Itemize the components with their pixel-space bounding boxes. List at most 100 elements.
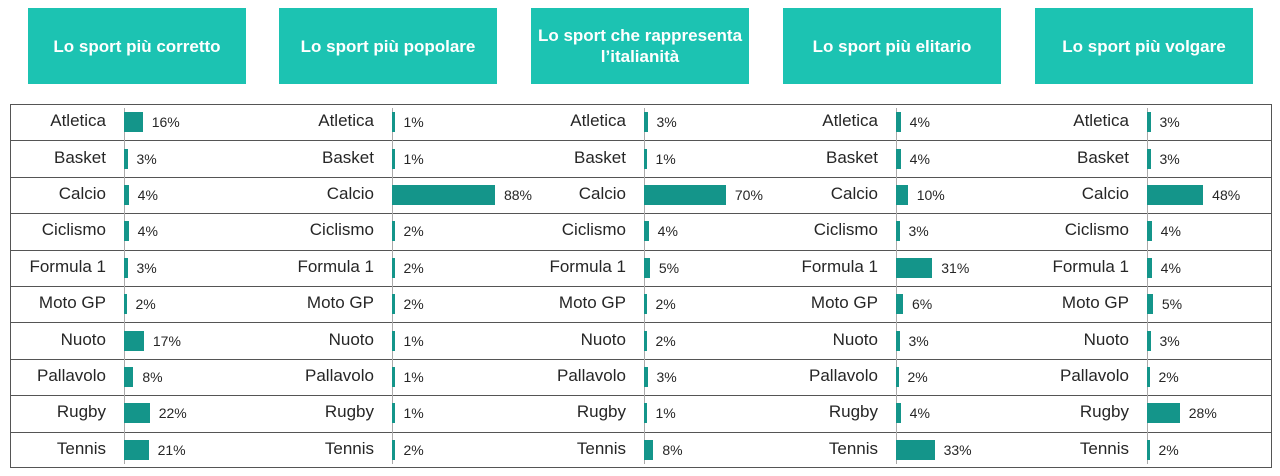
bar <box>124 148 128 169</box>
header-2: Lo sport più popolare <box>279 8 497 84</box>
category-label: Atletica <box>1073 111 1129 131</box>
bar <box>896 439 935 460</box>
bar <box>1147 185 1204 205</box>
bar <box>124 367 134 387</box>
category-label: Moto GP <box>558 293 626 313</box>
bar <box>896 330 900 351</box>
category-label: Basket <box>54 147 106 167</box>
bar <box>1147 439 1150 460</box>
axis-line-1 <box>124 108 125 464</box>
category-label: Nuoto <box>832 329 878 349</box>
category-label: Pallavolo <box>1060 366 1129 385</box>
bar <box>124 330 144 351</box>
data-label: 3% <box>136 259 157 276</box>
data-label: 2% <box>135 296 156 313</box>
bar <box>644 185 726 205</box>
data-label: 4% <box>909 114 930 131</box>
data-label: 21% <box>157 441 186 458</box>
header-4: Lo sport più elitario <box>783 8 1001 84</box>
data-label: 31% <box>941 259 970 276</box>
data-label: 4% <box>657 223 678 240</box>
category-label: Rugby <box>324 402 374 422</box>
bar <box>392 294 395 315</box>
category-label: Tennis <box>576 438 626 458</box>
axis-line-2 <box>392 108 393 464</box>
data-label: 2% <box>403 296 424 313</box>
category-label: Basket <box>322 147 374 167</box>
header-5: Lo sport più volgare <box>1035 8 1253 84</box>
row-separator <box>10 395 1272 397</box>
bar <box>392 148 395 169</box>
bar <box>392 112 395 133</box>
category-label: Formula 1 <box>29 256 106 276</box>
data-label: 1% <box>403 369 424 385</box>
data-label: 2% <box>403 441 424 458</box>
data-label: 2% <box>655 296 676 313</box>
category-label: Nuoto <box>580 329 626 349</box>
bar <box>392 221 395 242</box>
data-label: 4% <box>909 150 930 167</box>
data-label: 3% <box>1159 332 1180 349</box>
header-3: Lo sport che rappresenta l’italianità <box>531 8 749 84</box>
category-label: Ciclismo <box>813 220 878 240</box>
data-label: 3% <box>1159 150 1180 167</box>
bar <box>1147 403 1180 424</box>
bar <box>896 148 901 169</box>
data-label: 4% <box>1160 223 1181 240</box>
category-label: Pallavolo <box>305 366 374 385</box>
axis-line-3 <box>644 108 645 464</box>
category-label: Nuoto <box>1083 329 1129 349</box>
category-label: Pallavolo <box>557 366 626 385</box>
data-label: 2% <box>403 259 424 276</box>
bar <box>124 221 129 242</box>
bar <box>1147 367 1150 387</box>
bar <box>392 367 395 387</box>
row-separator <box>10 431 1272 433</box>
bar <box>124 439 149 460</box>
category-label: Formula 1 <box>297 256 374 276</box>
bar <box>124 185 129 205</box>
category-label: Formula 1 <box>801 256 878 276</box>
row-separator <box>10 286 1272 287</box>
bar <box>896 221 900 242</box>
bar <box>644 439 654 460</box>
bar <box>1147 330 1151 351</box>
category-label: Formula 1 <box>549 256 626 276</box>
data-label: 4% <box>1160 259 1181 276</box>
bar <box>644 221 649 242</box>
data-label: 3% <box>908 332 929 349</box>
category-label: Calcio <box>830 184 878 203</box>
bar <box>1147 294 1153 315</box>
category-label: Basket <box>1077 147 1129 167</box>
category-label: Rugby <box>576 402 626 422</box>
category-label: Nuoto <box>328 329 374 349</box>
bar <box>644 294 647 315</box>
data-label: 5% <box>658 259 680 276</box>
bar <box>896 112 901 133</box>
data-label: 33% <box>943 441 972 458</box>
bar <box>1147 257 1152 278</box>
bar <box>392 330 395 351</box>
data-label: 48% <box>1212 187 1241 203</box>
category-label: Tennis <box>56 438 106 458</box>
bar <box>1147 221 1152 242</box>
data-label: 2% <box>655 332 676 349</box>
category-label: Tennis <box>828 438 878 458</box>
category-label: Rugby <box>828 402 878 422</box>
category-label: Calcio <box>326 184 374 203</box>
data-label: 3% <box>656 114 677 131</box>
data-label: 28% <box>1188 405 1217 422</box>
data-label: 2% <box>1158 441 1179 458</box>
category-label: Formula 1 <box>1052 256 1129 276</box>
category-label: Nuoto <box>60 329 106 349</box>
category-label: Calcio <box>578 184 626 203</box>
header-1: Lo sport più corretto <box>28 8 246 84</box>
data-label: 2% <box>1158 369 1179 385</box>
bar <box>896 403 901 424</box>
data-label: 6% <box>912 296 933 313</box>
row-separator <box>10 213 1272 215</box>
category-label: Ciclismo <box>1064 220 1129 240</box>
row-separator <box>10 322 1272 324</box>
data-label: 1% <box>403 150 424 167</box>
data-label: 1% <box>403 114 424 131</box>
